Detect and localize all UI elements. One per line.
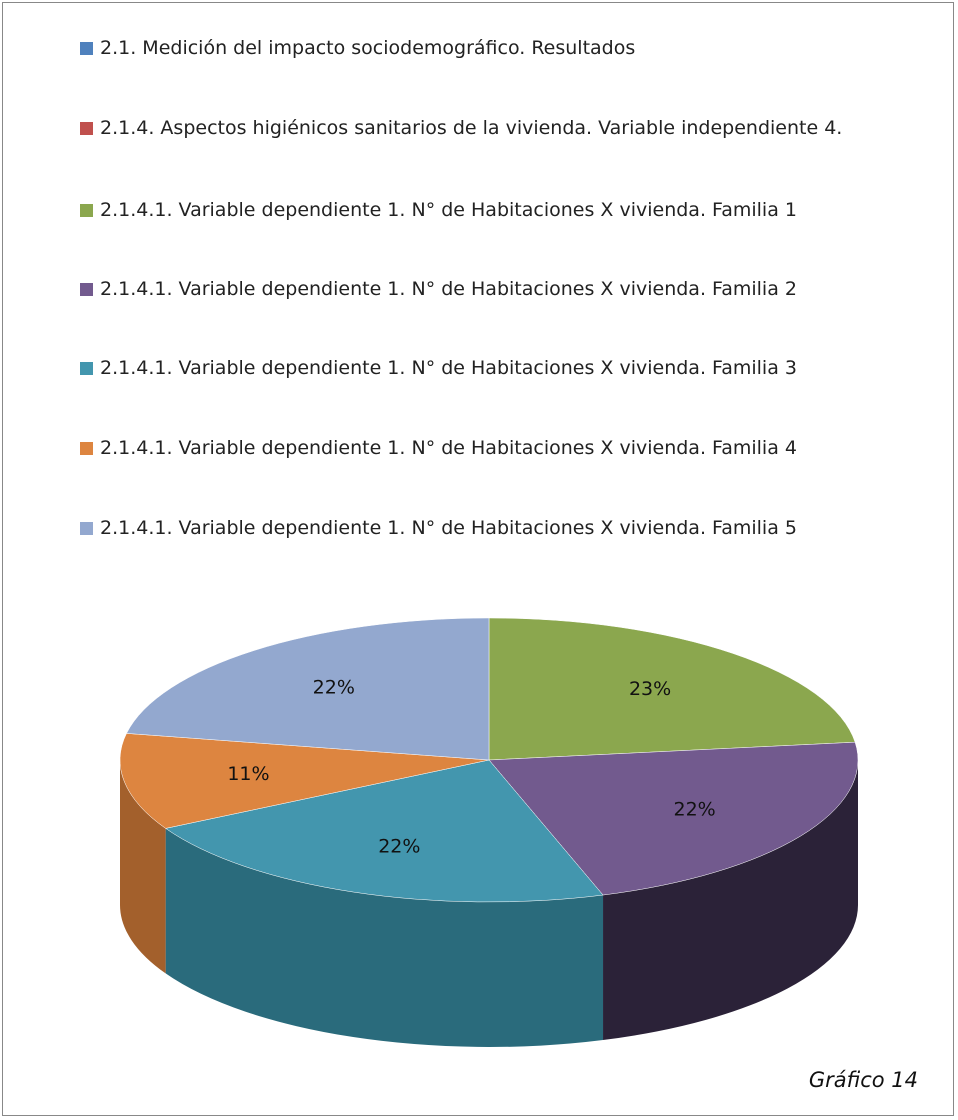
legend-item: 2.1.4. Aspectos higiénicos sanitarios de… xyxy=(80,114,900,142)
legend-label: 2.1.4.1. Variable dependiente 1. N° de H… xyxy=(100,357,797,379)
data-label: 22% xyxy=(674,799,716,821)
legend-label: 2.1.4. Aspectos higiénicos sanitarios de… xyxy=(100,117,843,139)
legend-label: 2.1.4.1. Variable dependiente 1. N° de H… xyxy=(100,278,797,300)
legend-item: 2.1. Medición del impacto sociodemográfi… xyxy=(80,34,900,62)
legend-label: 2.1. Medición del impacto sociodemográfi… xyxy=(100,37,636,59)
pie-side xyxy=(120,760,166,974)
legend-label: 2.1.4.1. Variable dependiente 1. N° de H… xyxy=(100,437,797,459)
legend-item: 2.1.4.1. Variable dependiente 1. N° de H… xyxy=(80,275,900,303)
data-label: 11% xyxy=(227,763,269,785)
legend-item: 2.1.4.1. Variable dependiente 1. N° de H… xyxy=(80,196,900,224)
legend-label: 2.1.4.1. Variable dependiente 1. N° de H… xyxy=(100,199,797,221)
legend-swatch xyxy=(80,122,93,135)
pie-slice xyxy=(488,617,856,761)
legend-label: 2.1.4.1. Variable dependiente 1. N° de H… xyxy=(100,517,797,539)
legend-swatch xyxy=(80,204,93,217)
pie-side xyxy=(603,760,858,1041)
legend-item: 2.1.4.1. Variable dependiente 1. N° de H… xyxy=(80,514,900,542)
legend-swatch xyxy=(80,522,93,535)
caption: Gráfico 14 xyxy=(808,1068,918,1092)
pie-slice xyxy=(119,733,490,829)
legend-swatch xyxy=(80,283,93,296)
legend-swatch xyxy=(80,42,93,55)
pie-slice xyxy=(488,741,859,896)
legend-swatch xyxy=(80,442,93,455)
legend-swatch xyxy=(80,362,93,375)
data-label: 22% xyxy=(313,676,355,698)
data-label: 23% xyxy=(629,678,671,700)
legend-item: 2.1.4.1. Variable dependiente 1. N° de H… xyxy=(80,354,900,382)
pie-slice xyxy=(165,759,604,903)
data-label: 22% xyxy=(378,836,420,858)
pie-slice xyxy=(126,617,490,761)
legend-item: 2.1.4.1. Variable dependiente 1. N° de H… xyxy=(80,434,900,462)
pie-side xyxy=(165,828,604,1047)
